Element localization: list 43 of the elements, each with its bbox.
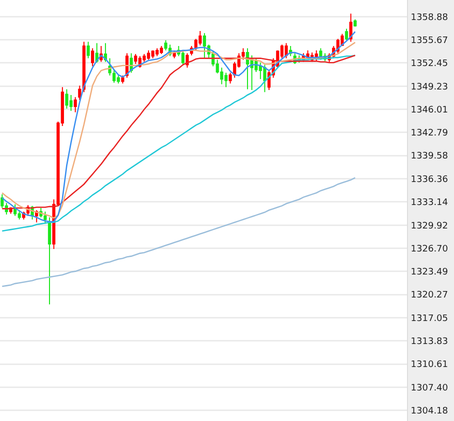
candlestick (263, 64, 266, 93)
y-tick-label: 1339.58 (410, 152, 448, 162)
y-tick-label: 1346.01 (410, 105, 448, 116)
y-tick-label: 1355.67 (410, 36, 448, 46)
y-tick-label: 1342.79 (410, 128, 448, 139)
candlestick (48, 216, 52, 305)
candlestick (65, 88, 68, 110)
candlestick (156, 48, 159, 57)
y-tick-label: 1307.40 (410, 383, 448, 394)
candlestick (349, 13, 352, 42)
candlestick (344, 28, 348, 41)
y-tick-label: 1304.18 (410, 406, 448, 416)
line-series (2, 177, 356, 288)
candlestick (90, 48, 94, 67)
candlestick (78, 85, 82, 101)
candlestick (82, 41, 86, 93)
y-tick-label: 1336.36 (410, 174, 448, 185)
y-tick-label: 1326.70 (410, 244, 448, 254)
y-tick-label: 1333.14 (410, 198, 448, 208)
y-tick-label: 1313.83 (410, 337, 448, 348)
candlestick (246, 48, 250, 90)
y-tick-label: 1352.45 (410, 59, 448, 70)
y-tick-label: 1320.27 (410, 290, 448, 301)
candlestick (134, 53, 138, 65)
candlestick (181, 50, 184, 66)
y-tick-label: 1349.23 (410, 82, 448, 92)
candlestick (198, 30, 202, 46)
y-tick-label: 1358.88 (410, 12, 448, 23)
candlestick (354, 18, 357, 28)
candlestick (86, 41, 90, 59)
candlestick (146, 50, 150, 60)
y-tick-label: 1317.05 (410, 314, 448, 324)
candlestick (74, 96, 77, 113)
candlestick (121, 75, 124, 84)
candlestick (151, 50, 154, 59)
candlestick (284, 42, 288, 59)
y-tick-label: 1310.61 (410, 360, 448, 370)
y-tick-label: 1329.92 (410, 221, 448, 232)
y-tick-label: 1323.49 (410, 268, 448, 278)
candlestick (112, 69, 116, 84)
candlestick (202, 32, 206, 59)
candlestick (160, 46, 163, 54)
candlestick (44, 211, 47, 224)
